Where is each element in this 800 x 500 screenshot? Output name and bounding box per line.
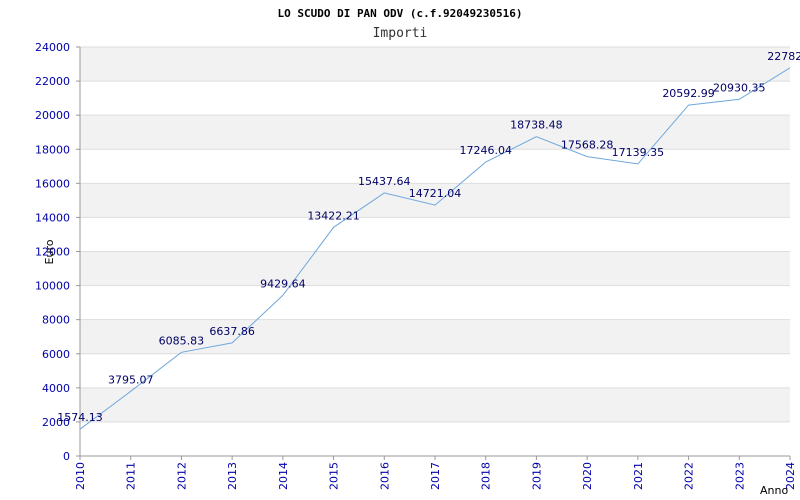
data-label: 3795.07	[108, 373, 154, 386]
y-tick-label: 18000	[35, 143, 70, 156]
grid-lines	[76, 46, 790, 457]
y-tick-label: 10000	[35, 280, 70, 293]
y-tick-labels: 0 2000 4000 6000 8000 10000 12000 14000 16000 180…	[35, 41, 70, 463]
data-label: 20930.35	[713, 81, 766, 94]
grid-band	[80, 251, 790, 286]
data-label: 6085.83	[159, 334, 205, 347]
y-tick-label: 4000	[42, 382, 70, 395]
y-tick-label: 0	[63, 450, 70, 463]
y-tick-label: 14000	[35, 211, 70, 224]
x-tick-label: 2011	[125, 462, 138, 490]
chart-title: LO SCUDO DI PAN ODV (c.f.92049230516)	[277, 7, 522, 20]
data-labels: 1574.13 3795.07 6085.83 6637.86 9429.64 13422…	[57, 50, 800, 424]
grid-band	[80, 115, 790, 150]
grid-band	[80, 183, 790, 218]
x-tick-label: 2022	[683, 462, 696, 490]
series-line	[79, 67, 791, 430]
x-tick-label: 2010	[74, 462, 87, 490]
y-tick-label: 6000	[42, 348, 70, 361]
x-tick-label: 2018	[480, 462, 493, 490]
data-label: 20592.99	[662, 87, 715, 100]
y-tick-label: 20000	[35, 109, 70, 122]
x-tick-label: 2014	[277, 462, 290, 490]
x-tick-label: 2012	[175, 462, 188, 490]
data-label: 13422.21	[307, 209, 360, 222]
x-tick-label: 2015	[328, 462, 341, 490]
data-label: 17568.28	[561, 139, 614, 152]
x-tick-label: 2016	[378, 462, 391, 490]
grid-band	[80, 47, 790, 82]
y-tick-label: 22000	[35, 75, 70, 88]
x-axis-label: Anno	[760, 484, 788, 497]
grid-bands	[80, 47, 790, 422]
data-label: 17139.35	[612, 146, 665, 159]
y-tick-label: 16000	[35, 177, 70, 190]
y-tick-label: 24000	[35, 41, 70, 54]
grid-band	[80, 387, 790, 422]
x-tick-labels: 2010 2011 2012 2013 2014 2015 2016 2017 2018 2019…	[74, 456, 797, 490]
chart-subtitle: Importi	[373, 26, 428, 41]
y-tick-label: 8000	[42, 314, 70, 327]
x-tick-label: 2021	[632, 462, 645, 490]
x-tick-label: 2017	[429, 462, 442, 490]
x-tick-label: 2013	[226, 462, 239, 490]
x-tick-label: 2019	[530, 462, 543, 490]
data-label: 18738.48	[510, 119, 563, 132]
data-label: 17246.04	[459, 144, 512, 157]
y-tick-label: 2000	[42, 416, 70, 429]
y-axis-label: Euro	[43, 239, 56, 264]
x-tick-label: 2024	[784, 462, 797, 490]
data-label: 22782.1	[767, 50, 800, 63]
data-label: 15437.64	[358, 175, 411, 188]
x-tick-label: 2023	[733, 462, 746, 490]
x-tick-label: 2020	[581, 462, 594, 490]
grid-band	[80, 319, 790, 354]
data-label: 9429.64	[260, 277, 306, 290]
y-tick-label: 12000	[35, 246, 70, 259]
data-label: 14721.04	[409, 187, 462, 200]
data-label: 1574.13	[57, 411, 103, 424]
data-label: 6637.86	[209, 325, 255, 338]
